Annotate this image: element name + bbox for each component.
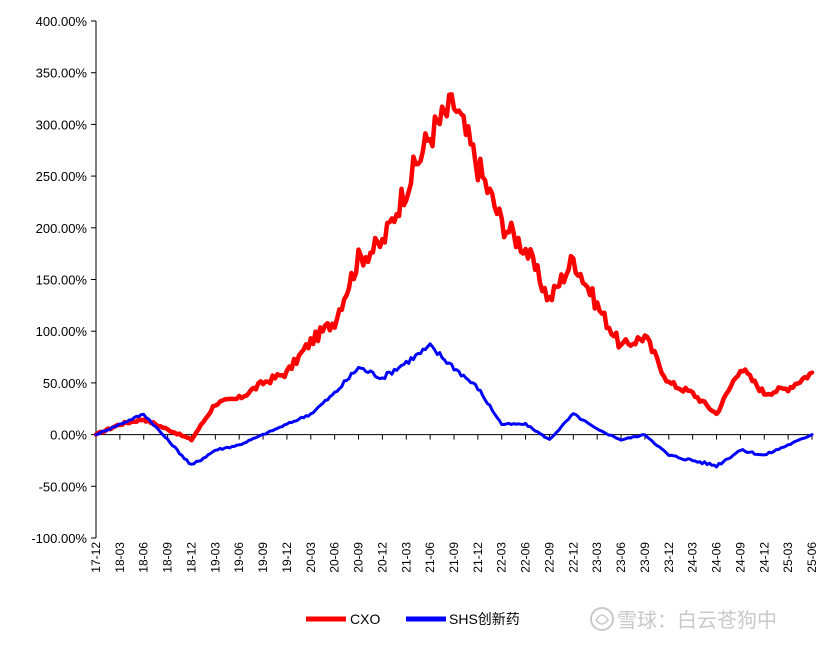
x-tick-label: 22-06 <box>519 542 533 573</box>
watermark-text: 雪球：白云苍狗中 <box>617 608 777 632</box>
x-tick-label: 17-12 <box>89 542 103 573</box>
y-tick-label: 300.00% <box>36 117 88 132</box>
y-tick-label: 200.00% <box>36 221 88 236</box>
x-tick-label: 23-12 <box>662 542 676 573</box>
x-tick-label: 24-03 <box>686 542 700 573</box>
x-axis: 17-12 18-03 18-06 18-09 18-12 19-03 19-06 19-09… <box>89 434 819 573</box>
y-tick-label: 50.00% <box>43 376 88 391</box>
legend: CXO SHS创新药 <box>306 611 520 627</box>
x-tick-label: 24-09 <box>733 542 747 573</box>
y-tick-label: 250.00% <box>36 169 88 184</box>
x-tick-label: 20-12 <box>375 542 389 573</box>
x-tick-label: 19-06 <box>232 542 246 573</box>
x-tick-label: 23-06 <box>614 542 628 573</box>
x-tick-label: 18-09 <box>161 542 175 573</box>
x-tick-label: 21-03 <box>399 542 413 573</box>
watermark: 雪球：白云苍狗中 <box>590 607 777 632</box>
x-tick-label: 20-03 <box>304 542 318 573</box>
series-layer <box>93 92 815 469</box>
x-tick-label: 25-03 <box>781 542 795 573</box>
x-tick-label: 23-09 <box>638 542 652 573</box>
x-tick-label: 18-03 <box>113 542 127 573</box>
x-tick-label: 23-03 <box>590 542 604 573</box>
x-tick-label: 19-03 <box>208 542 222 573</box>
x-tick-label: 19-12 <box>280 542 294 573</box>
series-line-cxo <box>93 92 815 443</box>
x-tick-label: 21-12 <box>471 542 485 573</box>
y-tick-label: -100.00% <box>31 531 87 546</box>
y-tick-label: 0.00% <box>50 428 87 443</box>
x-tick-label: 18-12 <box>184 542 198 573</box>
series-line-shs <box>94 342 814 469</box>
x-tick-label: 20-06 <box>328 542 342 573</box>
y-tick-label: 350.00% <box>36 66 88 81</box>
y-axis: 400.00% 350.00% 300.00% 250.00% 200.00% 150.0… <box>31 14 97 546</box>
y-tick-label: 400.00% <box>36 14 88 29</box>
x-tick-label: 19-09 <box>256 542 270 573</box>
xueqiu-snowball-icon <box>590 607 614 631</box>
x-tick-label: 22-09 <box>542 542 556 573</box>
x-tick-label: 22-12 <box>566 542 580 573</box>
x-tick-label: 21-06 <box>423 542 437 573</box>
legend-label-cxo: CXO <box>350 611 380 627</box>
legend-label-shs: SHS创新药 <box>449 611 520 627</box>
y-tick-label: -50.00% <box>39 479 88 494</box>
x-tick-label: 24-12 <box>757 542 771 573</box>
x-tick-label: 22-03 <box>495 542 509 573</box>
x-tick-label: 21-09 <box>447 542 461 573</box>
x-tick-label: 24-06 <box>710 542 724 573</box>
y-tick-label: 100.00% <box>36 324 88 339</box>
x-tick-label: 20-09 <box>352 542 366 573</box>
x-tick-label: 25-06 <box>805 542 819 573</box>
x-tick-label: 18-06 <box>137 542 151 573</box>
y-tick-label: 150.00% <box>36 273 88 288</box>
